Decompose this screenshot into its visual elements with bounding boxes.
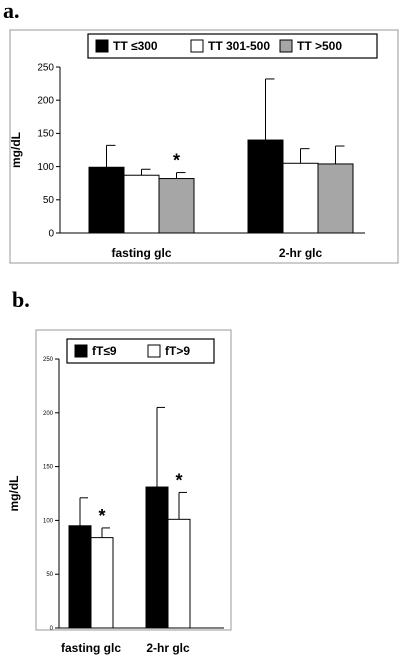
y-tick-label: 200: [43, 411, 54, 417]
panel-a-label: a.: [3, 0, 20, 23]
y-tick-label: 100: [43, 518, 54, 524]
y-tick-label: 200: [37, 96, 54, 107]
y-tick-label: 50: [46, 572, 53, 578]
legend-label: TT ≤300: [113, 39, 158, 53]
chart-frame: [35, 329, 232, 631]
x-category-label: 2-hr glc: [146, 641, 190, 655]
y-tick-label: 0: [50, 626, 54, 632]
y-tick-label: 50: [43, 195, 55, 206]
legend-box: [87, 33, 378, 59]
legend-swatch: [74, 344, 88, 358]
bar: [317, 163, 354, 234]
legend-swatch: [190, 39, 204, 53]
significance-star: *: [98, 506, 105, 526]
y-tick-label: 150: [43, 465, 54, 471]
chart-a: 0 50 100 150 200 250 mg/dL fasting glc 2-hr glc *…: [9, 29, 399, 264]
significance-star: *: [173, 151, 180, 171]
panel-b-label: b.: [12, 287, 30, 312]
x-category-label: fasting glc: [61, 641, 121, 655]
legend-swatch: [95, 39, 109, 53]
bar: [145, 486, 169, 629]
bar: [167, 518, 191, 629]
y-tick-label: 100: [37, 162, 54, 173]
y-axis-label: mg/dL: [9, 132, 23, 168]
bar: [123, 174, 160, 234]
legend-label: fT>9: [165, 344, 190, 358]
y-tick-label: 0: [48, 228, 54, 239]
legend-swatch: [147, 344, 161, 358]
y-tick-label: 150: [37, 129, 54, 140]
y-tick-label: 250: [37, 62, 54, 73]
bar: [158, 178, 195, 234]
bar: [90, 537, 114, 629]
significance-star: *: [175, 470, 182, 490]
y-axis-label: mg/dL: [7, 476, 21, 512]
chart-frame: [9, 29, 399, 264]
y-tick-label: 250: [43, 357, 54, 363]
x-category-label: 2-hr glc: [279, 246, 323, 260]
legend-label: TT >500: [297, 39, 342, 53]
bar: [68, 525, 92, 629]
legend-box: [66, 338, 215, 364]
legend-label: fT≤9: [92, 344, 117, 358]
legend-label: TT 301-500: [208, 39, 270, 53]
legend-swatch: [279, 39, 293, 53]
x-category-label: fasting glc: [111, 246, 171, 260]
